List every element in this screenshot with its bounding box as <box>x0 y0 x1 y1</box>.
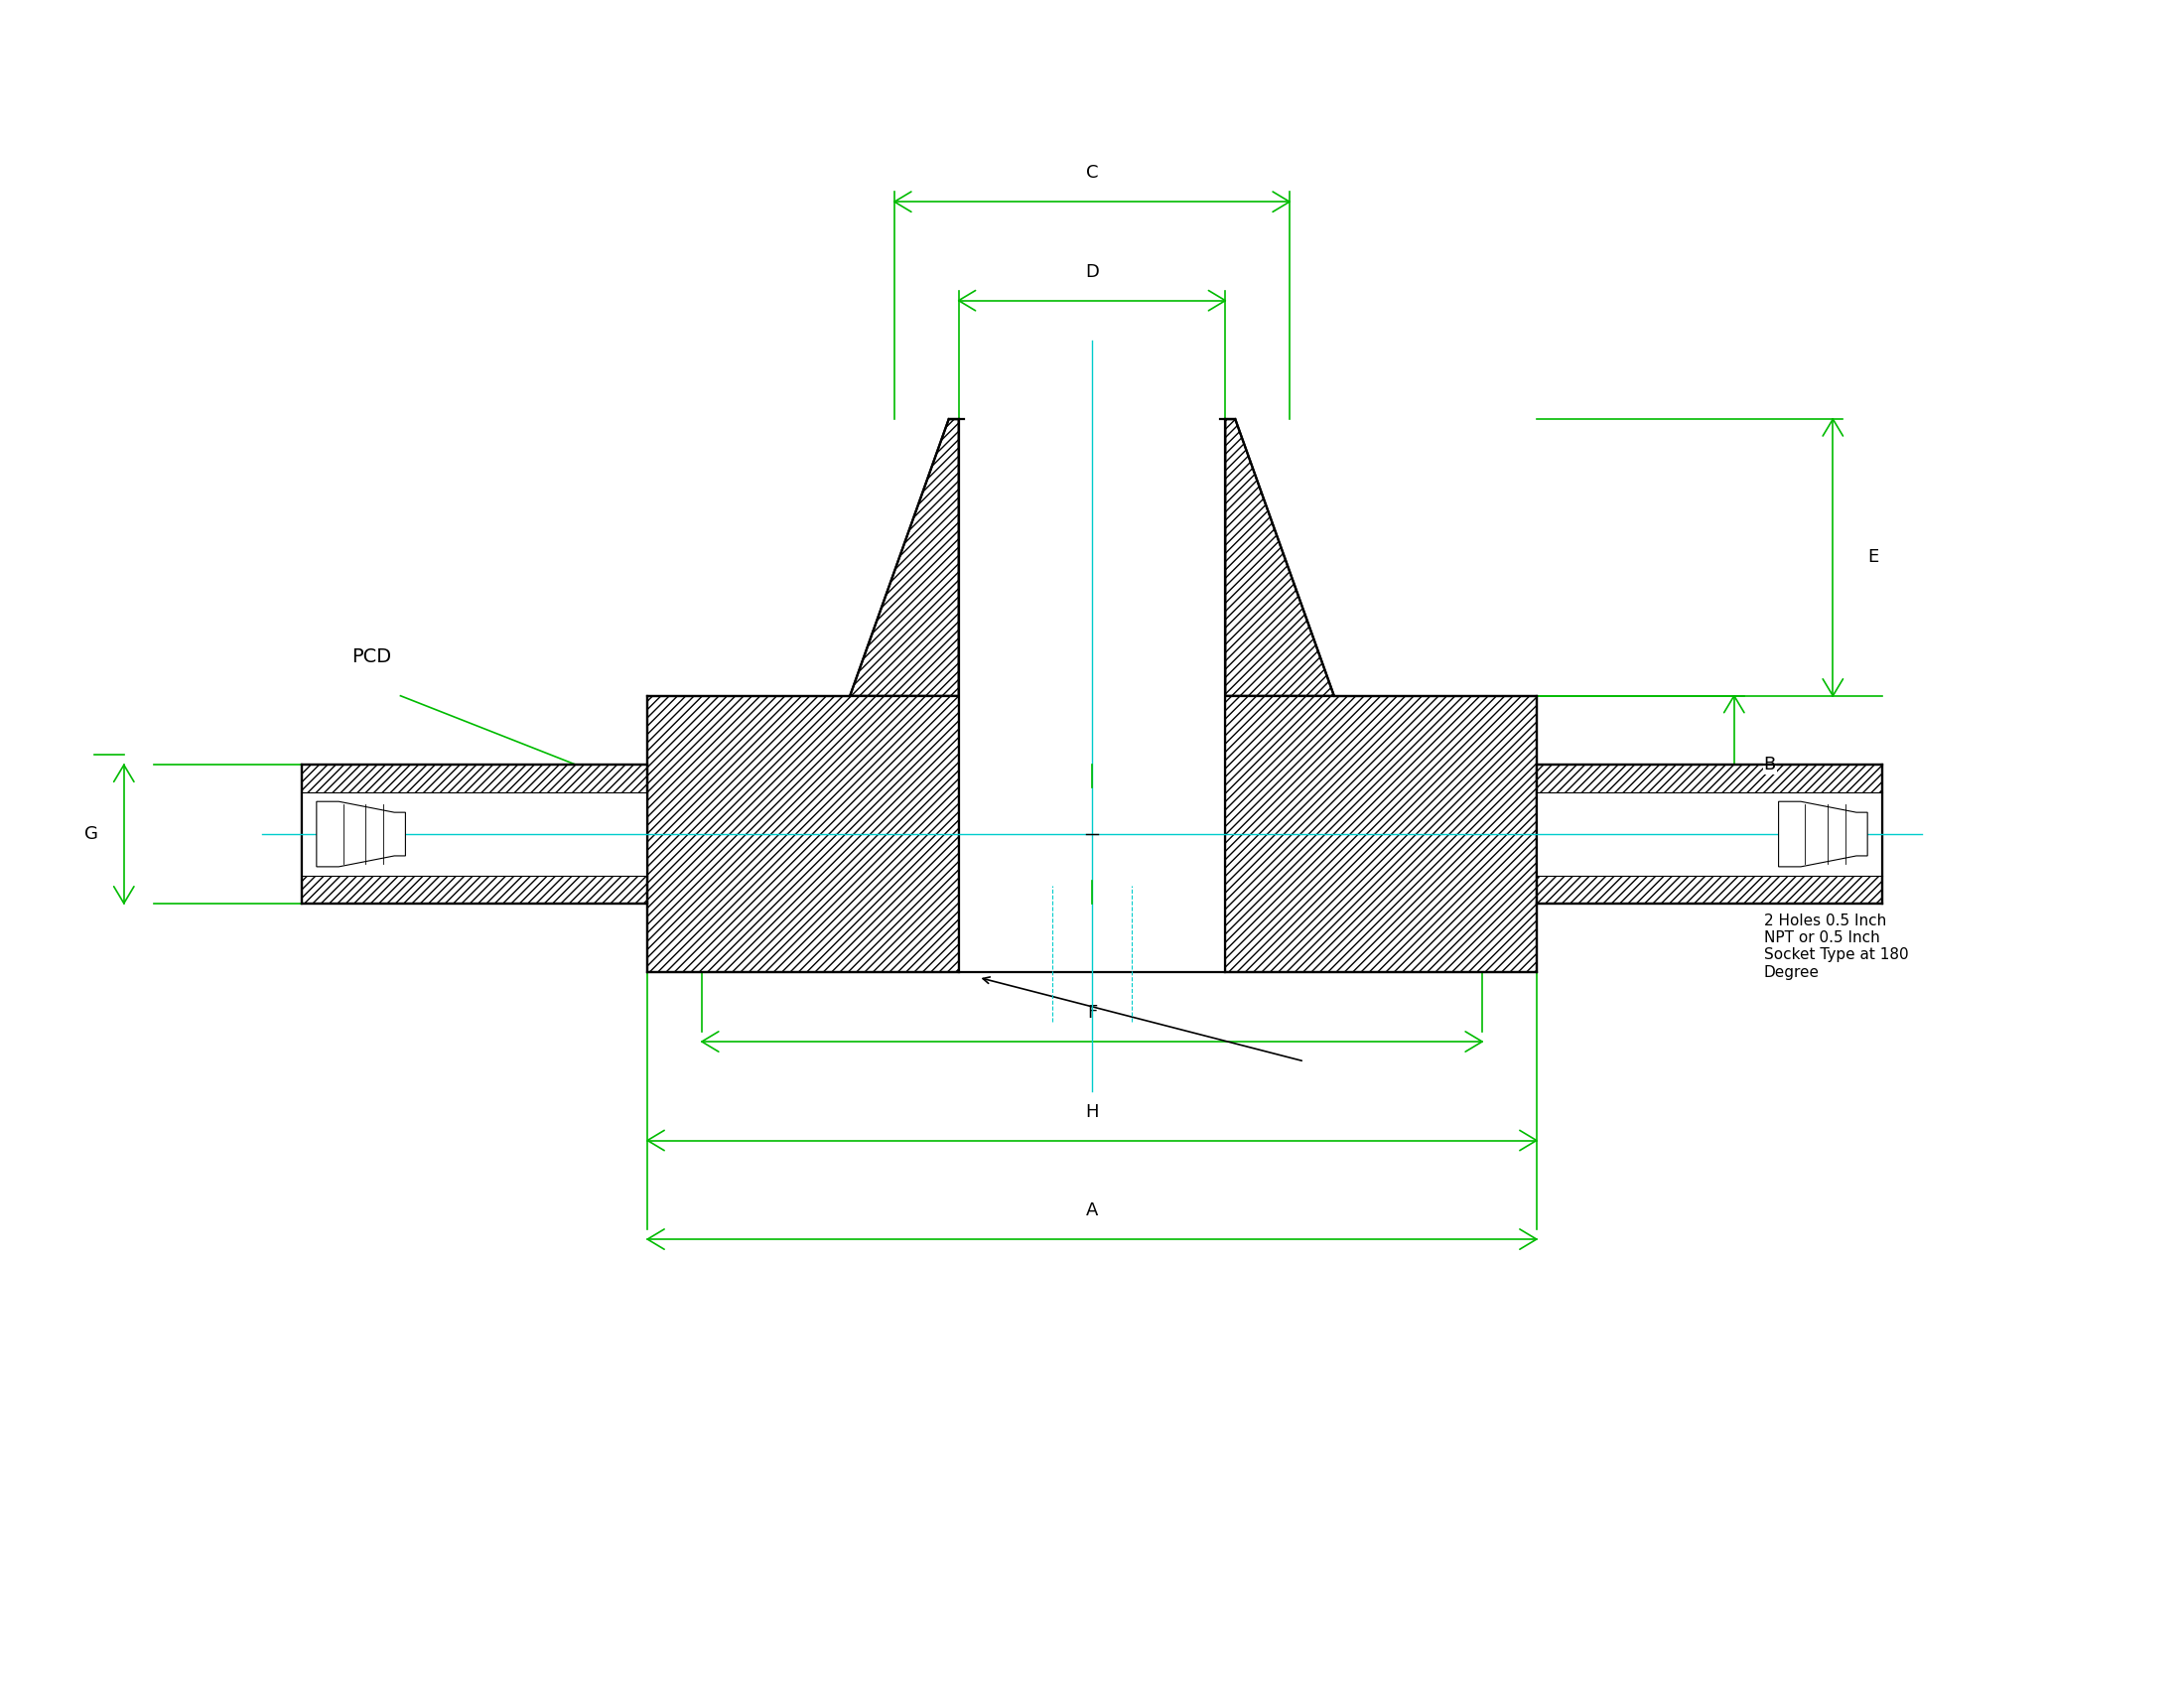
Polygon shape <box>646 695 959 972</box>
Text: PCD: PCD <box>352 647 391 667</box>
Polygon shape <box>1778 802 1867 866</box>
Text: A: A <box>1085 1202 1099 1219</box>
Text: 2 Holes 0.5 Inch
NPT or 0.5 Inch
Socket Type at 180
Degree: 2 Holes 0.5 Inch NPT or 0.5 Inch Socket … <box>1765 913 1909 981</box>
Polygon shape <box>850 419 959 695</box>
Text: C: C <box>1085 164 1099 182</box>
Text: G: G <box>85 825 98 842</box>
Bar <box>301 793 646 876</box>
Polygon shape <box>1538 765 1883 903</box>
Polygon shape <box>317 802 406 866</box>
Text: H: H <box>1085 1102 1099 1121</box>
Bar <box>959 419 1225 972</box>
Polygon shape <box>1225 419 1334 695</box>
Polygon shape <box>1225 695 1538 972</box>
Text: F: F <box>1088 1004 1096 1021</box>
Text: E: E <box>1867 549 1878 567</box>
Text: B: B <box>1765 756 1776 773</box>
Text: D: D <box>1085 263 1099 280</box>
Bar <box>1538 793 1883 876</box>
Polygon shape <box>301 765 646 903</box>
